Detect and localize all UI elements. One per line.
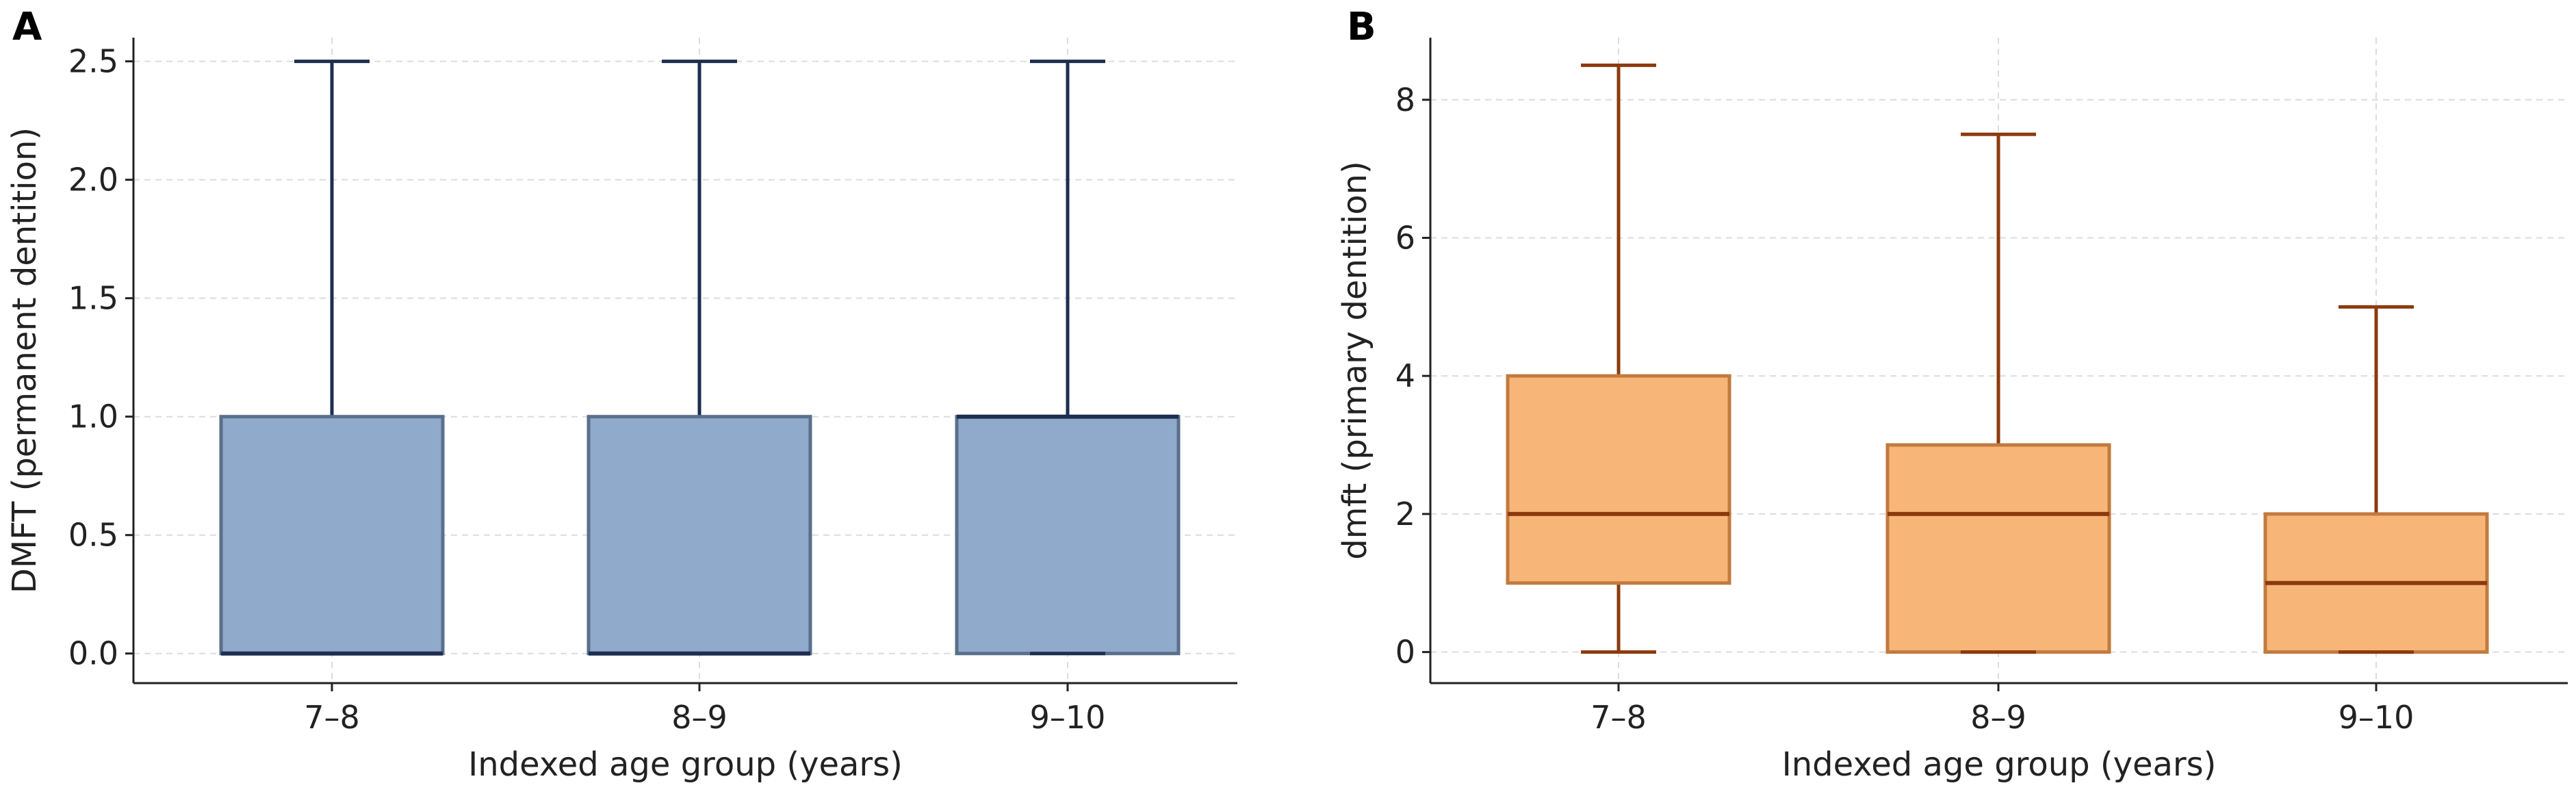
box-rect bbox=[219, 415, 445, 656]
x-axis-label: Indexed age group (years) bbox=[468, 745, 903, 784]
box-2 bbox=[587, 60, 812, 656]
y-tick-label: 6 bbox=[1395, 219, 1415, 256]
box-3 bbox=[955, 60, 1181, 656]
y-tick-label: 1.5 bbox=[68, 280, 118, 317]
y-tick-label: 2.5 bbox=[68, 43, 118, 80]
box-rect bbox=[587, 415, 812, 656]
y-tick-label: 8 bbox=[1395, 81, 1415, 118]
x-axis-label: Indexed age group (years) bbox=[1782, 745, 2217, 784]
x-tick-label: 9–10 bbox=[1030, 699, 1106, 736]
y-tick-label: 0.5 bbox=[68, 517, 118, 554]
box-2 bbox=[1885, 132, 2111, 654]
y-tick-label: 2 bbox=[1395, 496, 1415, 533]
chart-panel-b: B 0 2 4 6 8 7–8 8–9 9–10 Indexed age group (years… bbox=[1336, 5, 2568, 784]
x-tick-label: 8–9 bbox=[1970, 699, 2026, 736]
chart-panel-a: A 0.0 0.5 1.0 1.5 2.0 2.5 7–8 8–9 9–10 Indexed age… bbox=[5, 5, 1237, 784]
x-tick-label: 8–9 bbox=[671, 699, 727, 736]
y-tick-label: 2.0 bbox=[68, 162, 118, 198]
y-axis-label: dmft (primary dentition) bbox=[1336, 161, 1374, 559]
y-axis-label: DMFT (permanent dentition) bbox=[5, 127, 44, 593]
y-tick-label: 1.0 bbox=[68, 398, 118, 435]
y-tick-label: 4 bbox=[1395, 357, 1415, 394]
y-tick-label: 0.0 bbox=[68, 635, 118, 672]
box-rect bbox=[1506, 374, 1731, 585]
box-3 bbox=[2263, 305, 2489, 654]
x-tick-label: 7–8 bbox=[304, 699, 360, 736]
panel-label: A bbox=[12, 5, 42, 49]
box-1 bbox=[219, 60, 445, 656]
box-rect bbox=[955, 415, 1181, 656]
x-tick-label: 9–10 bbox=[2339, 699, 2414, 736]
x-tick-label: 7–8 bbox=[1590, 699, 1647, 736]
box-rect bbox=[1885, 443, 2111, 654]
y-tick-label: 0 bbox=[1395, 634, 1415, 671]
box-1 bbox=[1506, 63, 1731, 654]
panel-label: B bbox=[1347, 5, 1376, 49]
